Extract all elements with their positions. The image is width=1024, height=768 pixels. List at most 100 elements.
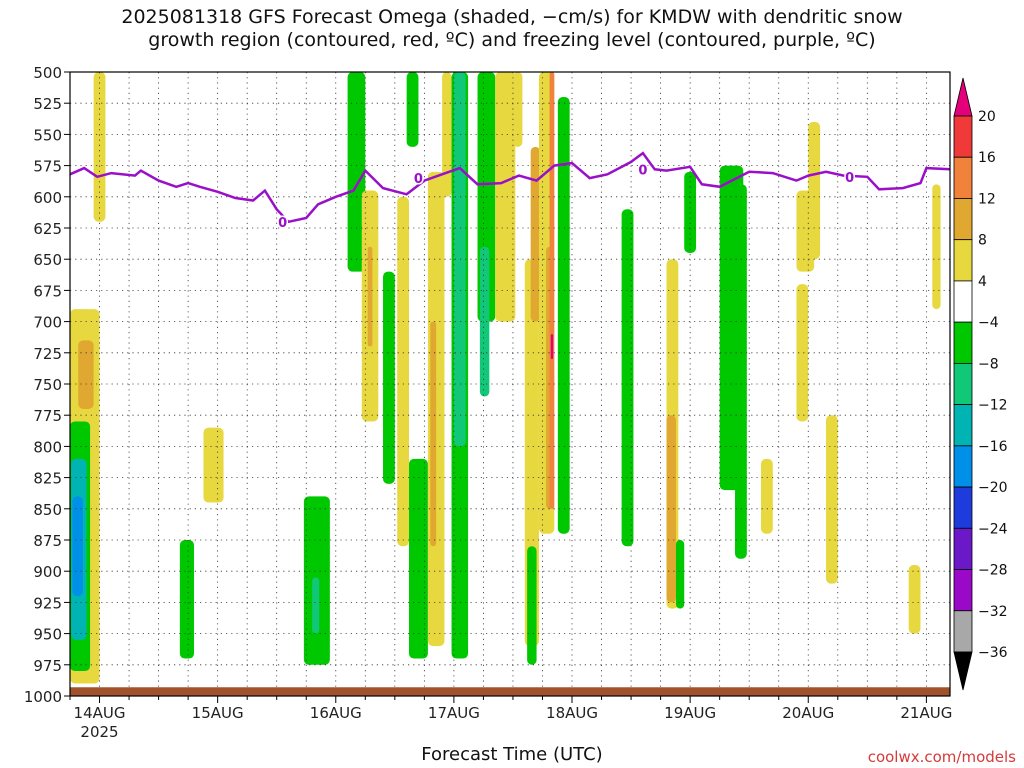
x-tick-year-label: 2025 [80,723,118,741]
omega-region-25 [527,546,537,665]
omega-region-7 [179,540,195,659]
omega-region-41 [808,121,821,260]
surface-strip [70,687,950,696]
omega-region-0 [93,72,106,222]
colorbar-swatch-1 [953,115,973,158]
omega-region-34 [666,415,676,603]
omega-region-10 [347,72,366,272]
omega-region-14 [397,196,410,547]
y-tick-label-14: 850 [33,501,62,519]
x-tick-label-1: 15AUG [192,704,244,722]
omega-region-43 [825,415,838,584]
credit-text: coolwx.com/models [867,748,1016,766]
y-tick-label-19: 975 [33,657,62,675]
y-tick-label-9: 725 [33,345,62,363]
colorbar-label-13: −36 [978,645,1008,661]
freezing-level-label-2: 0 [638,163,647,178]
colorbar-bottom-arrow [953,651,973,691]
omega-shaded-regions [70,72,941,684]
colorbar-label-5: −4 [978,315,999,331]
omega-region-30 [550,334,554,360]
omega-region-39 [761,458,773,534]
y-tick-label-20: 1000 [24,688,62,706]
omega-region-17 [430,321,437,547]
omega-region-44 [908,564,921,634]
omega-region-5 [72,496,83,597]
y-tick-label-15: 875 [33,532,62,550]
omega-region-20 [453,72,466,447]
colorbar-label-9: −20 [978,480,1008,496]
omega-region-6 [203,427,224,503]
freezing-level-group: 0 0 0 0 [69,151,951,232]
freezing-level-label-0: 0 [278,216,287,231]
omega-region-42 [796,284,809,422]
y-tick-label-8: 700 [33,314,62,332]
colorbar-label-0: 20 [978,109,996,125]
y-tick-label-0: 500 [33,64,62,82]
colorbar-label-7: −12 [978,398,1008,414]
surface-strip-group [70,687,950,696]
y-tick-label-10: 750 [33,376,62,394]
y-tick-label-7: 675 [33,282,62,300]
colorbar-swatch-6 [953,321,973,364]
colorbar-swatch-12 [953,569,973,612]
y-tick-label-3: 575 [33,158,62,176]
y-tick-label-17: 925 [33,594,62,612]
omega-region-13 [383,271,395,484]
y-tick-label-6: 650 [33,251,62,269]
omega-region-32 [621,209,634,547]
y-tick-label-4: 600 [33,189,62,207]
omega-region-15 [409,458,428,659]
colorbar-label-8: −16 [978,439,1008,455]
y-axis: 500 525 550 575 600 625 650 675 700 725 750 775 800 8… [24,64,70,706]
colorbar-label-4: 4 [978,274,987,290]
omega-region-12 [367,246,373,347]
x-tick-label-2: 16AUG [310,704,362,722]
gridlines [70,71,950,697]
omega-region-9 [312,577,320,634]
x-tick-label-4: 18AUG [546,704,598,722]
omega-region-45 [932,184,941,310]
y-tick-label-5: 625 [33,220,62,238]
colorbar-swatch-9 [953,445,973,488]
colorbar-swatch-3 [953,198,973,241]
chart-title: 2025081318 GFS Forecast Omega (shaded, −… [121,6,903,51]
colorbar-label-3: 8 [978,233,987,249]
y-tick-label-1: 525 [33,95,62,113]
omega-region-38 [735,184,747,559]
omega-region-35 [675,540,685,609]
colorbar-label-1: 16 [978,150,996,166]
y-tick-label-16: 900 [33,563,62,581]
x-tick-label-3: 17AUG [428,704,480,722]
x-tick-label-6: 20AUG [782,704,834,722]
colorbar-swatch-13 [953,610,973,653]
colorbar-label-11: −28 [978,563,1008,579]
omega-region-31 [557,96,570,534]
omega-region-23 [495,72,516,322]
y-tick-label-11: 775 [33,407,62,425]
omega-region-29 [549,72,555,509]
y-tick-label-12: 800 [33,438,62,456]
colorbar-swatch-7 [953,362,973,406]
colorbar-swatch-2 [953,156,973,199]
colorbar-swatch-8 [953,404,973,447]
y-tick-label-2: 550 [33,126,62,144]
colorbar-label-6: −8 [978,356,999,372]
x-axis-label: Forecast Time (UTC) [421,744,603,765]
omega-region-2 [78,340,94,409]
colorbar-label-10: −24 [978,521,1008,537]
freezing-level-label-3: 0 [845,171,854,186]
x-tick-label-0: 14AUG [74,704,126,722]
omega-region-22 [479,246,490,397]
y-tick-label-13: 825 [33,470,62,488]
y-tick-label-18: 950 [33,626,62,644]
colorbar-swatch-11 [953,527,973,570]
colorbar-swatch-4 [953,239,973,282]
x-tick-label-5: 19AUG [664,704,716,722]
omega-region-46 [406,72,419,147]
freezing-level-line [69,151,951,224]
colorbar-top-arrow [953,77,973,117]
colorbar-swatch-5 [953,280,973,323]
